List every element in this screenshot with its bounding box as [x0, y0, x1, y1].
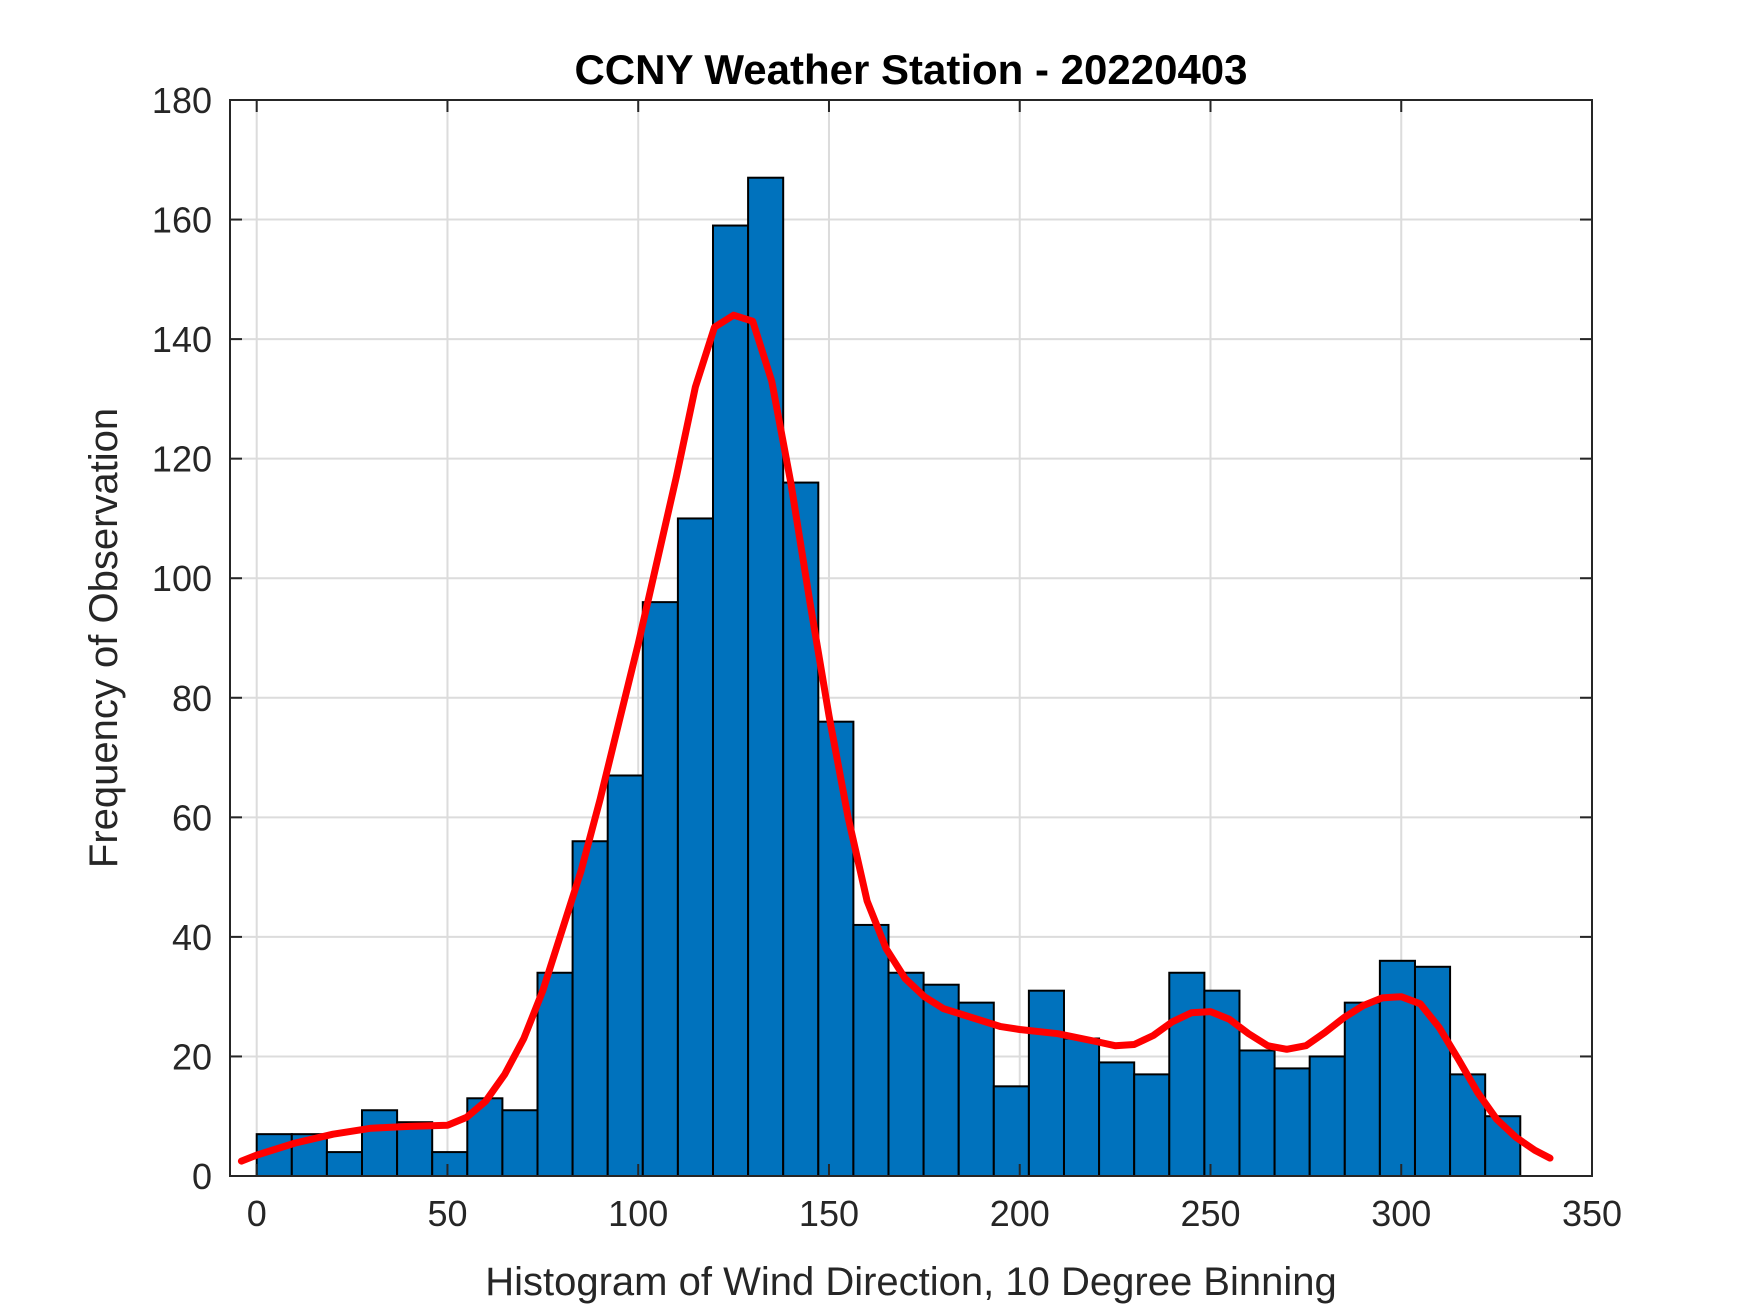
x-tick-label: 350 — [1562, 1193, 1622, 1234]
histogram-bar — [361, 1109, 399, 1177]
histogram-bar — [1098, 1061, 1136, 1178]
histogram-bar — [1413, 965, 1452, 1177]
x-tick-label: 100 — [608, 1193, 668, 1234]
axis-ticks — [230, 99, 1593, 1177]
y-tick-label: 0 — [192, 1156, 212, 1197]
histogram-bar — [747, 176, 785, 1177]
axes-frame — [229, 99, 1593, 1177]
y-tick-label: 120 — [152, 439, 212, 480]
histogram-bar — [1273, 1067, 1311, 1178]
x-tick-label: 150 — [799, 1193, 859, 1234]
histogram-bar — [711, 224, 750, 1178]
histogram-bar — [782, 481, 820, 1178]
histogram-bar — [1027, 989, 1065, 1178]
y-tick-label: 60 — [172, 797, 212, 838]
histogram-bar — [501, 1109, 539, 1177]
x-tick-label: 250 — [1180, 1193, 1240, 1234]
y-tick-label: 100 — [152, 558, 212, 599]
histogram-bar — [852, 923, 890, 1178]
histogram-bar — [1343, 1001, 1381, 1178]
y-tick-label: 140 — [152, 319, 212, 360]
x-tick-label: 300 — [1371, 1193, 1431, 1234]
histogram-bar — [887, 971, 925, 1177]
histogram-bar — [1308, 1055, 1346, 1178]
y-tick-label: 20 — [172, 1036, 212, 1077]
histogram-bar — [817, 720, 855, 1177]
histogram-bar — [992, 1085, 1030, 1178]
histogram-bar — [606, 774, 644, 1177]
histogram-bar — [1062, 1037, 1101, 1177]
y-tick-labels: 0 20 40 60 80 100 120 140 160 180 — [152, 80, 212, 1197]
histogram-bar — [957, 1001, 995, 1178]
histogram-bar — [396, 1121, 434, 1177]
histogram-bar — [325, 1151, 364, 1177]
x-tick-labels: 0 50 100 150 200 250 300 350 — [247, 1193, 1622, 1234]
histogram-bars — [255, 176, 1522, 1178]
histogram-bar — [1378, 959, 1416, 1177]
y-tick-label: 40 — [172, 917, 212, 958]
histogram-bar — [431, 1151, 469, 1177]
y-tick-label: 160 — [152, 200, 212, 241]
density-curve — [237, 311, 1554, 1165]
histogram-bar — [922, 983, 960, 1178]
y-tick-label: 80 — [172, 678, 212, 719]
histogram-bar — [536, 971, 574, 1177]
histogram-bar — [1168, 971, 1206, 1177]
histogram-bar — [1133, 1073, 1171, 1178]
x-tick-label: 0 — [247, 1193, 267, 1234]
x-tick-label: 200 — [990, 1193, 1050, 1234]
histogram-bar — [676, 517, 714, 1177]
histogram-bar — [641, 601, 679, 1177]
x-tick-label: 50 — [427, 1193, 467, 1234]
y-tick-label: 180 — [152, 80, 212, 121]
histogram-bar — [1238, 1049, 1276, 1178]
y-axis-label: Frequency of Observation — [82, 408, 126, 868]
chart-title: CCNY Weather Station - 20220403 — [574, 46, 1247, 93]
x-axis-label: Histogram of Wind Direction, 10 Degree B… — [485, 1260, 1337, 1304]
